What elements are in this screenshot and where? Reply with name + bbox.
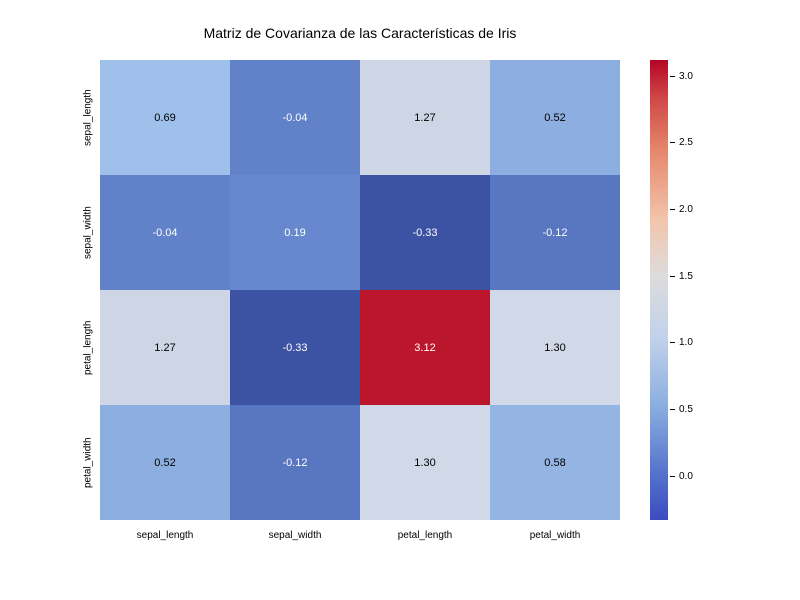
y-axis-label: sepal_length bbox=[78, 60, 98, 175]
heatmap-cell: -0.04 bbox=[100, 175, 230, 290]
colorbar-tick: 0.0 bbox=[670, 470, 693, 482]
x-axis-label: petal_width bbox=[490, 525, 620, 545]
y-axis-label: petal_length bbox=[78, 290, 98, 405]
heatmap-cell: -0.12 bbox=[230, 405, 360, 520]
heatmap-cell: -0.04 bbox=[230, 60, 360, 175]
x-axis-labels: sepal_length sepal_width petal_length pe… bbox=[100, 525, 620, 545]
heatmap-cell: 0.52 bbox=[490, 60, 620, 175]
heatmap-grid: 0.69-0.041.270.52-0.040.19-0.33-0.121.27… bbox=[100, 60, 620, 520]
colorbar: 0.0 0.5 1.0 1.5 2.0 2.5 3.0 bbox=[650, 60, 730, 520]
heatmap-cell: 3.12 bbox=[360, 290, 490, 405]
colorbar-tick: 0.5 bbox=[670, 403, 693, 415]
y-axis-label: sepal_width bbox=[78, 175, 98, 290]
heatmap-cell: -0.33 bbox=[230, 290, 360, 405]
y-axis-labels: sepal_length sepal_width petal_length pe… bbox=[78, 60, 98, 520]
heatmap-cell: -0.33 bbox=[360, 175, 490, 290]
heatmap-cell: 1.27 bbox=[100, 290, 230, 405]
colorbar-tick: 1.0 bbox=[670, 337, 693, 349]
chart-title: Matriz de Covarianza de las Característi… bbox=[100, 25, 620, 41]
heatmap-cell: 0.52 bbox=[100, 405, 230, 520]
x-axis-label: sepal_width bbox=[230, 525, 360, 545]
x-axis-label: sepal_length bbox=[100, 525, 230, 545]
heatmap-chart: sepal_length sepal_width petal_length pe… bbox=[100, 50, 620, 550]
heatmap-cell: 0.69 bbox=[100, 60, 230, 175]
x-axis-label: petal_length bbox=[360, 525, 490, 545]
colorbar-tick: 2.5 bbox=[670, 137, 693, 149]
colorbar-ticks: 0.0 0.5 1.0 1.5 2.0 2.5 3.0 bbox=[670, 60, 720, 520]
colorbar-tick: 3.0 bbox=[670, 70, 693, 82]
colorbar-tick: 1.5 bbox=[670, 270, 693, 282]
heatmap-cell: -0.12 bbox=[490, 175, 620, 290]
colorbar-tick: 2.0 bbox=[670, 203, 693, 215]
heatmap-cell: 0.58 bbox=[490, 405, 620, 520]
y-axis-label: petal_width bbox=[78, 405, 98, 520]
heatmap-cell: 0.19 bbox=[230, 175, 360, 290]
colorbar-gradient bbox=[650, 60, 668, 520]
heatmap-cell: 1.30 bbox=[490, 290, 620, 405]
heatmap-cell: 1.27 bbox=[360, 60, 490, 175]
heatmap-cell: 1.30 bbox=[360, 405, 490, 520]
